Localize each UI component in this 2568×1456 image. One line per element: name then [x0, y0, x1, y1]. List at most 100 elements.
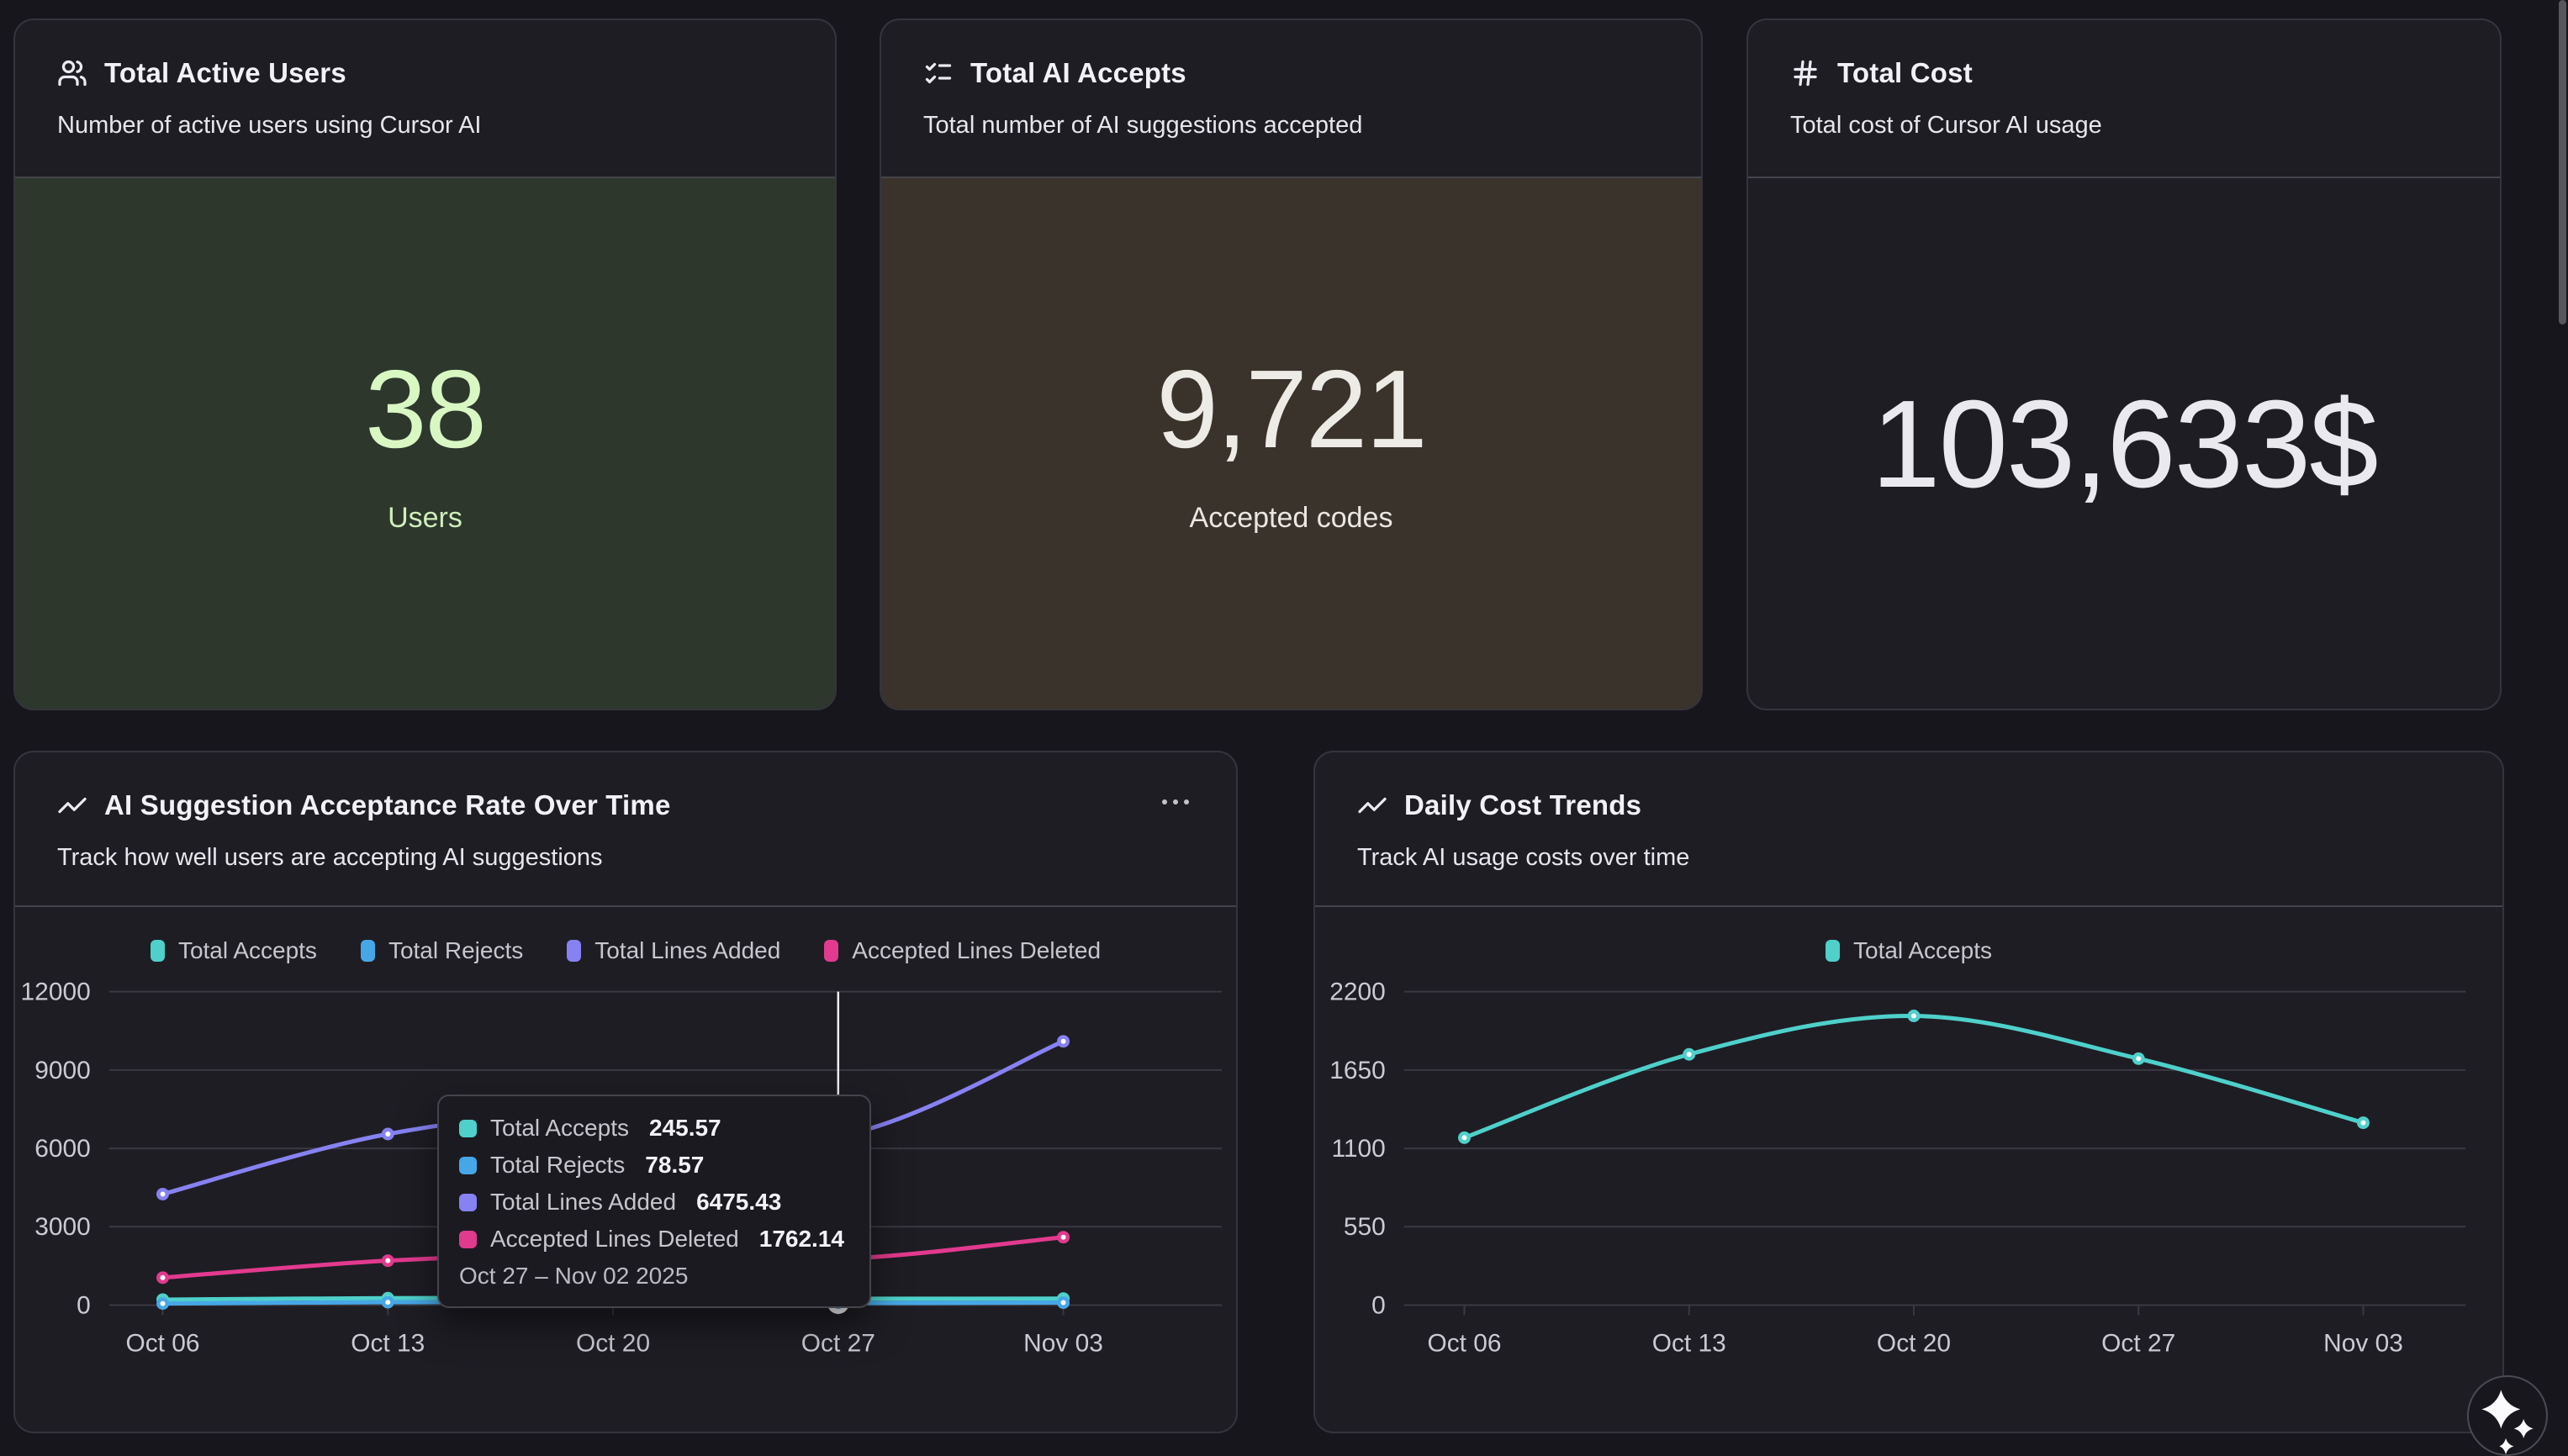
ai-assistant-button[interactable]: [2467, 1375, 2548, 1456]
data-point-center: [2360, 1120, 2366, 1126]
data-point-center: [385, 1258, 391, 1263]
card-total-active-users: Total Active Users Number of active user…: [13, 18, 837, 710]
legend-swatch: [1826, 940, 1840, 962]
y-axis-label: 6000: [34, 1135, 91, 1163]
chart-area: Total Accepts Total Rejects Total Lines Ad…: [15, 905, 1236, 1432]
x-axis-label: Oct 27: [2101, 1329, 2175, 1357]
users-icon: [57, 58, 87, 88]
card-subtitle: Total number of AI suggestions accepted: [923, 112, 1363, 139]
scrollbar-thumb[interactable]: [2559, 0, 2566, 324]
stat-card-body: 9,721 Accepted codes: [881, 177, 1701, 709]
card-title: Daily Cost Trends: [1404, 789, 1642, 820]
tooltip-series-label: Total Accepts: [490, 1115, 629, 1141]
list-checks-icon: [923, 58, 954, 88]
chart-legend: Total Accepts Total Rejects Total Lines Ad…: [15, 937, 1236, 964]
card-header: Daily Cost Trends Track AI usage costs o…: [1315, 752, 2502, 905]
tooltip-series-value: 1762.14: [758, 1226, 844, 1252]
card-daily-cost-chart: Daily Cost Trends Track AI usage costs o…: [1313, 751, 2504, 1433]
legend-item[interactable]: Total Accepts: [1826, 937, 1992, 964]
sparkles-icon: [2481, 1390, 2534, 1454]
data-point-center: [1060, 1038, 1066, 1044]
stat-value: 103,633$: [1871, 374, 2378, 514]
stat-value: 38: [365, 347, 487, 471]
legend-swatch: [567, 940, 582, 962]
card-title: Total Cost: [1837, 57, 1973, 88]
legend-item[interactable]: Accepted Lines Deleted: [824, 937, 1101, 964]
legend-label: Accepted Lines Deleted: [852, 937, 1102, 963]
data-point-center: [385, 1132, 391, 1137]
data-point-center: [1060, 1300, 1066, 1306]
legend-swatch: [824, 940, 839, 962]
tooltip-period: Oct 27 – Nov 02 2025: [459, 1263, 689, 1289]
legend-item[interactable]: Total Lines Added: [567, 937, 780, 964]
data-point-center: [2136, 1056, 2142, 1062]
card-menu-button[interactable]: [1157, 794, 1194, 810]
card-subtitle: Number of active users using Cursor AI: [57, 112, 482, 139]
data-point-center: [160, 1300, 166, 1306]
tooltip-series-value: 6475.43: [696, 1189, 782, 1215]
tooltip-swatch: [459, 1156, 477, 1174]
data-point-center: [1461, 1135, 1467, 1141]
y-axis-label: 3000: [34, 1213, 91, 1241]
tooltip-row: Accepted Lines Deleted 1762.14: [459, 1226, 844, 1253]
x-axis-label: Oct 06: [125, 1329, 199, 1357]
tooltip-swatch: [459, 1119, 477, 1137]
data-point-center: [1910, 1013, 1916, 1019]
y-axis-label: 9000: [34, 1057, 91, 1084]
tooltip-row: Total Lines Added 6475.43: [459, 1189, 844, 1216]
tooltip-series-label: Total Rejects: [490, 1152, 626, 1178]
tooltip-series-label: Total Lines Added: [490, 1189, 677, 1215]
card-header: Total AI Accepts Total number of AI sugg…: [881, 20, 1701, 177]
daily-cost-line-chart[interactable]: 0 550 1100 1650 2200 Oct 06 Oct 13 Oct 20 Oct 27…: [1315, 907, 2502, 1432]
card-title: AI Suggestion Acceptance Rate Over Time: [104, 789, 671, 820]
x-axis-label: Oct 13: [1652, 1329, 1726, 1357]
y-axis-label: 2200: [1329, 979, 1386, 1006]
y-axis-label: 0: [1371, 1291, 1386, 1319]
legend-label: Total Accepts: [177, 937, 317, 963]
stat-value-label: Accepted codes: [1189, 502, 1393, 534]
data-point-center: [1686, 1052, 1692, 1058]
data-point-center: [385, 1300, 391, 1306]
stat-card-body: 103,633$: [1748, 177, 2500, 709]
y-axis-label: 550: [1344, 1213, 1386, 1241]
y-axis-label: 1650: [1329, 1057, 1386, 1084]
y-axis-label: 1100: [1331, 1135, 1385, 1163]
x-axis-label: Oct 06: [1427, 1329, 1501, 1357]
chart-legend: Total Accepts: [1315, 937, 2502, 964]
legend-swatch: [150, 940, 165, 962]
legend-item[interactable]: Total Rejects: [360, 937, 524, 964]
stat-card-body: 38 Users: [15, 177, 835, 709]
legend-label: Total Accepts: [1853, 937, 1992, 963]
tooltip-series-value: 245.57: [648, 1115, 721, 1141]
card-subtitle: Track how well users are accepting AI su…: [57, 844, 603, 871]
tooltip-series-label: Accepted Lines Deleted: [490, 1226, 739, 1252]
line-chart-icon: [1357, 790, 1387, 820]
legend-label: Total Lines Added: [594, 937, 781, 963]
data-point-center: [1060, 1234, 1066, 1240]
card-header: Total Active Users Number of active user…: [15, 20, 835, 177]
legend-item[interactable]: Total Accepts: [150, 937, 317, 964]
card-subtitle: Track AI usage costs over time: [1357, 844, 1690, 871]
x-axis-label: Nov 03: [2323, 1329, 2403, 1357]
line-chart-icon: [57, 790, 87, 820]
chart-area: Total Accepts 0 550 1100 1650 2200 Oct 06 Oct …: [1315, 905, 2502, 1432]
y-axis-label: 0: [77, 1291, 91, 1319]
x-axis-label: Nov 03: [1023, 1329, 1103, 1357]
chart-tooltip: Total Accepts 245.57 Total Rejects 78.57 Tot…: [437, 1095, 871, 1308]
tooltip-row: Total Rejects 78.57: [459, 1152, 844, 1179]
stat-value: 9,721: [1156, 347, 1427, 471]
card-total-cost: Total Cost Total cost of Cursor AI usage…: [1746, 18, 2502, 710]
x-axis-label: Oct 20: [576, 1329, 650, 1357]
legend-label: Total Rejects: [388, 937, 524, 963]
x-axis-label: Oct 20: [1877, 1329, 1951, 1357]
data-point-center: [160, 1274, 166, 1280]
tooltip-row: Total Accepts 245.57: [459, 1115, 844, 1142]
tooltip-swatch: [459, 1230, 477, 1248]
tooltip-series-value: 78.57: [645, 1152, 705, 1178]
y-axis-label: 12000: [21, 979, 91, 1006]
x-axis-label: Oct 13: [351, 1329, 425, 1357]
card-subtitle: Total cost of Cursor AI usage: [1790, 112, 2102, 139]
tooltip-swatch: [459, 1193, 477, 1211]
card-title: Total AI Accepts: [970, 57, 1186, 88]
